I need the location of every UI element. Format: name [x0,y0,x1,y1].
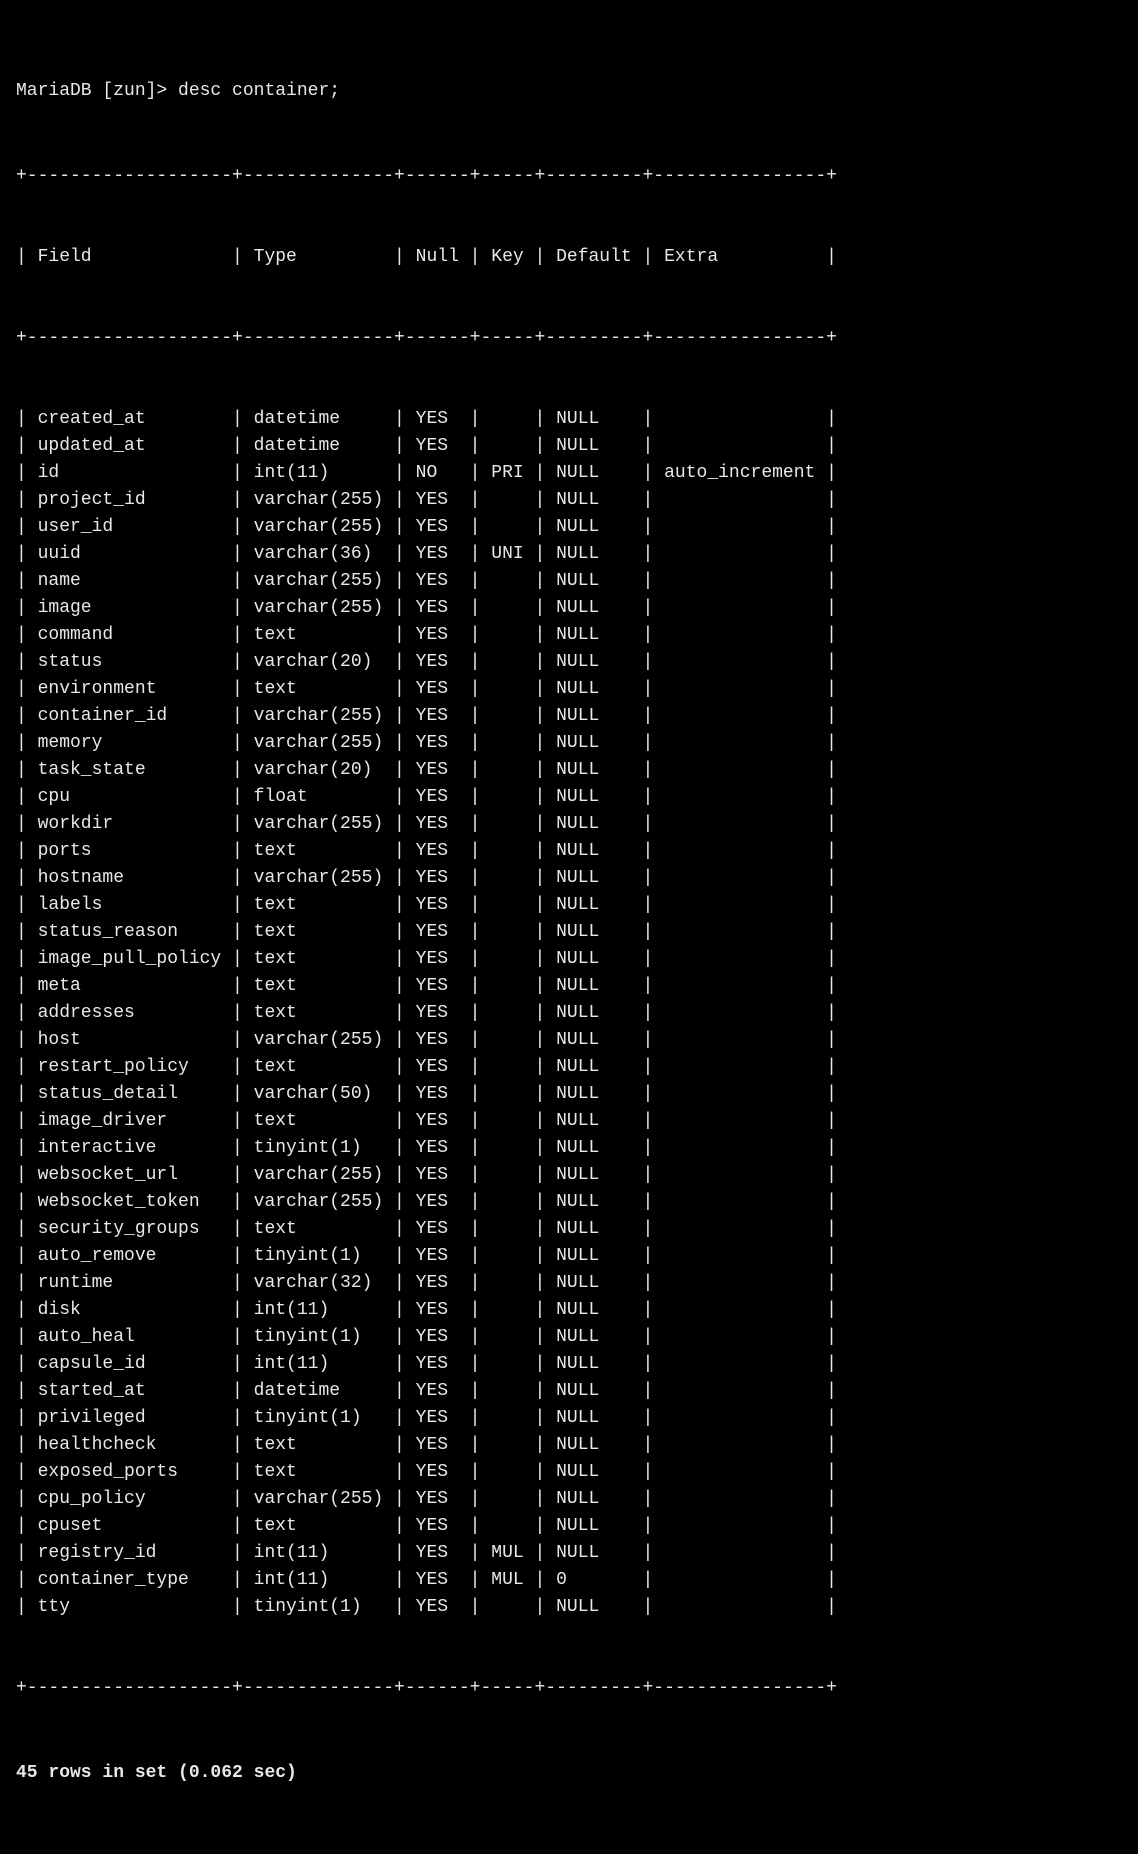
table-row: | status_detail | varchar(50) | YES | | … [16,1081,1122,1108]
result-footer: 45 rows in set (0.062 sec) [16,1760,1122,1787]
table-row: | healthcheck | text | YES | | NULL | | [16,1432,1122,1459]
table-sep-top: +-------------------+--------------+----… [16,163,1122,190]
table-row: | host | varchar(255) | YES | | NULL | | [16,1027,1122,1054]
table-row: | privileged | tinyint(1) | YES | | NULL… [16,1405,1122,1432]
table-row: | command | text | YES | | NULL | | [16,622,1122,649]
terminal-output: MariaDB [zun]> desc container; +--------… [0,0,1138,1854]
table-row: | container_id | varchar(255) | YES | | … [16,703,1122,730]
table-row: | websocket_token | varchar(255) | YES |… [16,1189,1122,1216]
table-row: | addresses | text | YES | | NULL | | [16,1000,1122,1027]
table-header: | Field | Type | Null | Key | Default | … [16,244,1122,271]
table-row: | cpu_policy | varchar(255) | YES | | NU… [16,1486,1122,1513]
table-row: | memory | varchar(255) | YES | | NULL |… [16,730,1122,757]
table-sep-bottom: +-------------------+--------------+----… [16,1675,1122,1702]
table-row: | started_at | datetime | YES | | NULL |… [16,1378,1122,1405]
table-row: | status_reason | text | YES | | NULL | … [16,919,1122,946]
table-row: | auto_remove | tinyint(1) | YES | | NUL… [16,1243,1122,1270]
table-row: | tty | tinyint(1) | YES | | NULL | | [16,1594,1122,1621]
table-sep-mid: +-------------------+--------------+----… [16,325,1122,352]
table-row: | workdir | varchar(255) | YES | | NULL … [16,811,1122,838]
table-row: | meta | text | YES | | NULL | | [16,973,1122,1000]
table-row: | interactive | tinyint(1) | YES | | NUL… [16,1135,1122,1162]
table-row: | capsule_id | int(11) | YES | | NULL | … [16,1351,1122,1378]
table-row: | security_groups | text | YES | | NULL … [16,1216,1122,1243]
table-row: | updated_at | datetime | YES | | NULL |… [16,433,1122,460]
table-row: | status | varchar(20) | YES | | NULL | … [16,649,1122,676]
table-row: | project_id | varchar(255) | YES | | NU… [16,487,1122,514]
table-row: | container_type | int(11) | YES | MUL |… [16,1567,1122,1594]
table-row: | image | varchar(255) | YES | | NULL | … [16,595,1122,622]
table-row: | environment | text | YES | | NULL | | [16,676,1122,703]
table-row: | id | int(11) | NO | PRI | NULL | auto_… [16,460,1122,487]
table-row: | cpuset | text | YES | | NULL | | [16,1513,1122,1540]
table-row: | registry_id | int(11) | YES | MUL | NU… [16,1540,1122,1567]
table-row: | name | varchar(255) | YES | | NULL | | [16,568,1122,595]
table-row: | image_driver | text | YES | | NULL | | [16,1108,1122,1135]
table-row: | image_pull_policy | text | YES | | NUL… [16,946,1122,973]
table-row: | disk | int(11) | YES | | NULL | | [16,1297,1122,1324]
table-row: | created_at | datetime | YES | | NULL |… [16,406,1122,433]
table-row: | runtime | varchar(32) | YES | | NULL |… [16,1270,1122,1297]
table-row: | labels | text | YES | | NULL | | [16,892,1122,919]
table-row: | user_id | varchar(255) | YES | | NULL … [16,514,1122,541]
table-row: | auto_heal | tinyint(1) | YES | | NULL … [16,1324,1122,1351]
table-row: | task_state | varchar(20) | YES | | NUL… [16,757,1122,784]
table-row: | cpu | float | YES | | NULL | | [16,784,1122,811]
table-row: | uuid | varchar(36) | YES | UNI | NULL … [16,541,1122,568]
sql-prompt-line: MariaDB [zun]> desc container; [16,78,1122,105]
table-row: | restart_policy | text | YES | | NULL |… [16,1054,1122,1081]
table-row: | ports | text | YES | | NULL | | [16,838,1122,865]
table-body: | created_at | datetime | YES | | NULL |… [16,406,1122,1621]
table-row: | exposed_ports | text | YES | | NULL | … [16,1459,1122,1486]
table-row: | hostname | varchar(255) | YES | | NULL… [16,865,1122,892]
table-row: | websocket_url | varchar(255) | YES | |… [16,1162,1122,1189]
